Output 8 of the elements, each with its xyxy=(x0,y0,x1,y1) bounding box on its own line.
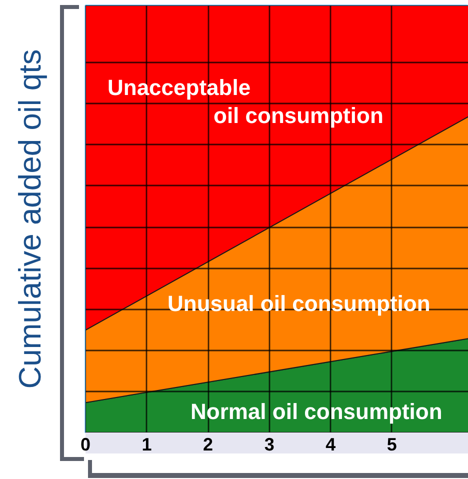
y-axis-title: Cumulative added oil qts xyxy=(12,49,48,389)
x-tick-label: 5 xyxy=(386,434,397,454)
x-tick-label: 4 xyxy=(326,434,336,454)
x-tick-label: 0 xyxy=(80,434,91,454)
series-label: Normal oil consumption xyxy=(190,399,442,424)
x-tick-label: 1 xyxy=(142,434,152,454)
x-tick-label: 3 xyxy=(264,434,274,454)
x-tick-label: 2 xyxy=(203,434,214,454)
